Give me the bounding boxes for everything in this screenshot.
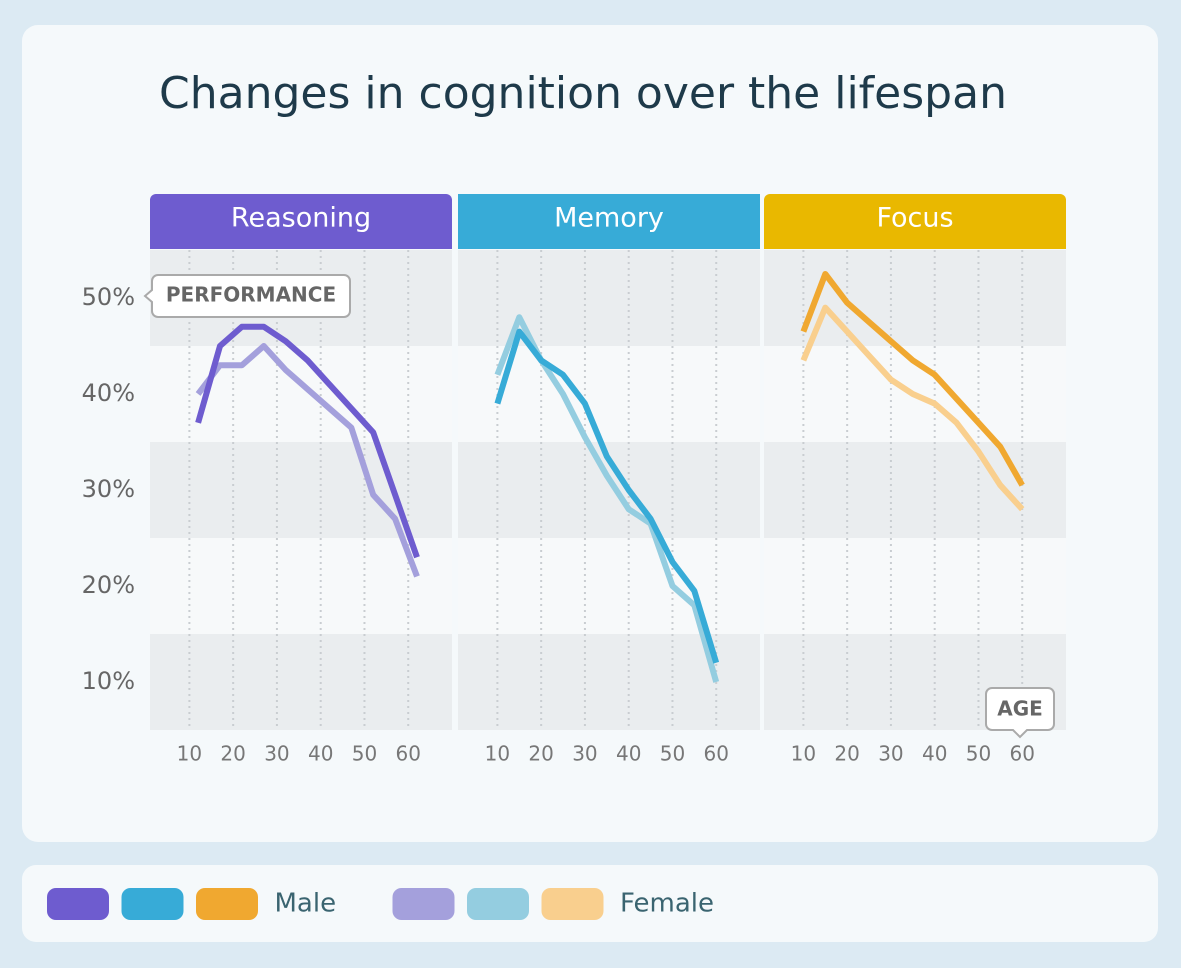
data-line [494,328,720,664]
data-line [195,323,420,559]
legend-swatch [467,888,529,920]
x-tick-label: 50 [352,742,377,766]
x-tick-label: 50 [660,742,685,766]
x-axis-label: AGE [997,697,1043,721]
x-tick-label: 20 [528,742,553,766]
grid-band [764,250,1066,346]
x-axis-callout: AGE [985,687,1055,739]
panel-header [150,220,452,249]
chart-title: Changes in cognition over the lifespan [159,68,1007,119]
callout-box [143,274,351,318]
x-tick-label: 40 [922,742,947,766]
y-tick-label: 40% [82,379,135,407]
legend-label: Male [275,889,337,919]
legend-swatch [47,888,109,920]
x-tick-label: 30 [264,742,289,766]
x-tick-label: 40 [308,742,333,766]
legend-swatch [541,888,604,920]
x-tick-label: 10 [485,742,510,766]
y-axis-callout: PERFORMANCE [143,274,351,318]
legend: Male Female [47,888,714,920]
panel-title: Reasoning [231,203,371,234]
legend-label: Female [620,889,714,919]
legend-swatch [121,888,184,920]
panel-header [764,220,1066,249]
panel-header [458,220,760,249]
grid-band [458,538,760,634]
y-axis-label: PERFORMANCE [166,283,336,307]
x-tick-label: 40 [616,742,641,766]
x-tick-label: 20 [834,742,859,766]
y-tick-label: 10% [82,667,135,695]
y-tick-label: 20% [82,571,135,599]
panel-title: Focus [876,203,953,234]
grid-band [150,634,452,730]
legend-swatch [392,888,455,920]
y-tick-label: 50% [82,283,135,311]
data-line [800,271,1025,487]
x-tick-label: 50 [966,742,991,766]
grid-band [150,538,452,634]
grid-band [764,442,1066,538]
x-tick-label: 30 [878,742,903,766]
x-tick-label: 60 [1010,742,1035,766]
plot-area: Reasoning 10 20 30 40 50 60 10% 20% 30% 40% 50% Memo… [82,194,1066,766]
grid-band [150,346,452,442]
data-line [195,343,420,578]
x-tick-label: 30 [572,742,597,766]
x-tick-label: 60 [396,742,421,766]
x-tick-label: 10 [791,742,816,766]
legend-swatch [196,888,258,920]
x-tick-label: 10 [177,742,202,766]
y-tick-label: 30% [82,475,135,503]
panel-title: Memory [554,203,664,234]
grid-band [458,250,760,346]
x-tick-label: 60 [704,742,729,766]
callout-box [985,687,1055,739]
data-line [800,304,1025,512]
x-tick-label: 20 [220,742,245,766]
grid-band [764,538,1066,634]
